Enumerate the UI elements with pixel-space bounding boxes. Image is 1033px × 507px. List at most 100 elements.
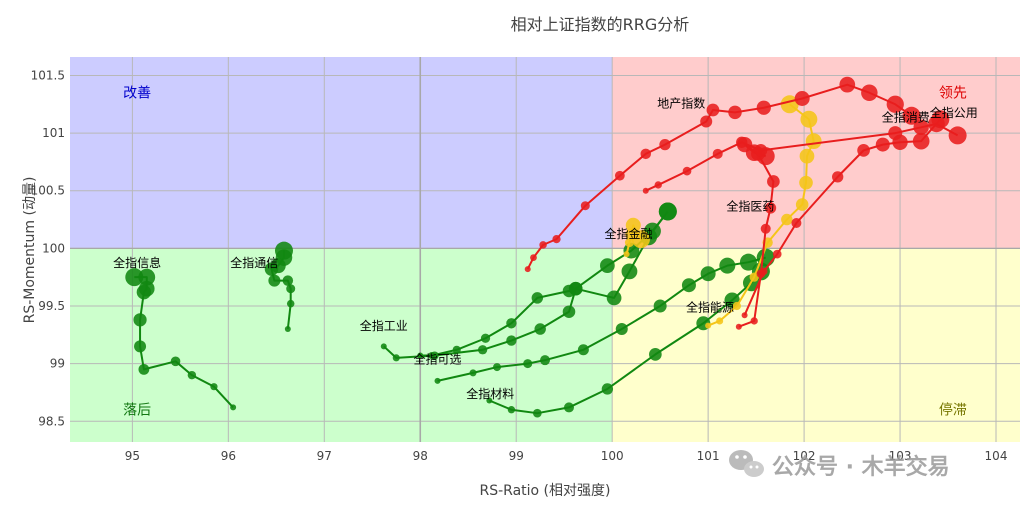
y-axis-ticks: 98.5 99 99.5 100 100.5 101 101.5 <box>31 68 65 428</box>
series-point <box>534 323 546 335</box>
series-point <box>832 171 844 183</box>
series-7 <box>705 95 822 329</box>
series-point <box>138 363 150 375</box>
series-line <box>743 118 942 316</box>
y-tick-label: 101 <box>42 126 65 140</box>
series-point <box>434 377 441 384</box>
x-tick-label: 96 <box>221 449 236 463</box>
series-point <box>750 317 758 325</box>
series-point <box>268 274 281 287</box>
x-tick-label: 98 <box>413 449 428 463</box>
quadrant-improving <box>70 57 613 249</box>
x-axis-title: RS-Ratio (相对强度) <box>480 483 611 499</box>
series-point <box>606 290 622 306</box>
series-point <box>705 322 712 329</box>
series-point <box>805 133 822 150</box>
series-point <box>539 241 547 249</box>
series-point <box>799 148 815 164</box>
grid-lines <box>70 57 1020 442</box>
series-point <box>230 404 237 411</box>
series-point <box>506 318 517 329</box>
x-axis-ticks: 95 96 97 98 99 100 101 102 103 104 <box>125 449 1008 463</box>
y-tick-label: 100 <box>42 241 65 255</box>
y-tick-label: 99.5 <box>38 299 65 313</box>
series-1 <box>264 241 296 333</box>
series-point <box>735 323 742 330</box>
series-point <box>133 313 147 327</box>
x-tick-label: 99 <box>509 449 524 463</box>
series-point <box>524 266 531 273</box>
series-0 <box>125 268 237 411</box>
watermark: 公众号 · 木羊交易 <box>729 450 950 480</box>
series-point <box>601 383 614 395</box>
y-tick-label: 98.5 <box>38 414 65 428</box>
series-point <box>552 235 561 244</box>
series-point <box>480 333 491 343</box>
series-point <box>700 115 713 128</box>
series-name-label: 全指材料 <box>466 386 514 401</box>
x-tick-label: 104 <box>985 449 1008 463</box>
series-point <box>210 383 218 391</box>
series-point <box>614 170 625 181</box>
series-point <box>791 217 802 228</box>
series-point <box>781 213 793 226</box>
series-point <box>562 305 576 319</box>
series-name-label: 地产指数 <box>657 96 705 111</box>
x-tick-label: 95 <box>125 449 140 463</box>
series-point <box>615 323 628 336</box>
y-tick-label: 99 <box>50 357 65 371</box>
series-point <box>417 352 424 359</box>
series-point <box>631 230 650 249</box>
series-point <box>621 263 638 280</box>
series-point <box>800 110 818 128</box>
wechat-icon <box>729 450 764 477</box>
series-point <box>712 148 723 159</box>
series-point <box>658 202 677 221</box>
series-point <box>286 299 295 308</box>
series-point <box>493 363 502 372</box>
series-point <box>741 312 748 319</box>
series-point <box>577 344 589 356</box>
series-point <box>649 348 662 361</box>
x-tick-label: 101 <box>697 449 720 463</box>
series-point <box>764 202 777 214</box>
quadrant-label-lagging: 落后 <box>123 403 151 419</box>
series-point <box>506 335 517 346</box>
series-point <box>736 136 748 148</box>
series-point <box>928 115 945 133</box>
series-name-label: 全指医药 <box>726 198 774 213</box>
series-point <box>902 106 921 125</box>
quadrant-weakening <box>612 248 1020 442</box>
x-tick-label: 100 <box>601 449 624 463</box>
series-point <box>799 175 813 190</box>
series-point <box>625 217 641 233</box>
series-name-label: 全指可选 <box>414 352 462 367</box>
series-layer <box>125 76 967 418</box>
series-point <box>794 90 810 106</box>
series-point <box>760 267 768 276</box>
series-point <box>580 201 590 211</box>
series-point <box>948 126 967 145</box>
quadrant-leading <box>612 57 1020 249</box>
series-point <box>767 175 780 188</box>
series-point <box>530 254 537 261</box>
series-point <box>875 137 890 152</box>
series-point <box>477 345 488 355</box>
series-point <box>682 166 692 176</box>
series-point <box>623 251 630 258</box>
series-point <box>795 198 809 211</box>
series-point <box>728 105 742 120</box>
series-name-label: 全指信息 <box>113 255 161 270</box>
series-point <box>125 268 144 287</box>
series-point <box>507 406 516 414</box>
series-point <box>600 258 615 274</box>
series-4 <box>434 248 775 384</box>
quadrant-label-improving: 改善 <box>123 86 151 102</box>
series-point <box>531 292 544 304</box>
series-point <box>286 284 296 294</box>
series-point <box>568 281 583 296</box>
